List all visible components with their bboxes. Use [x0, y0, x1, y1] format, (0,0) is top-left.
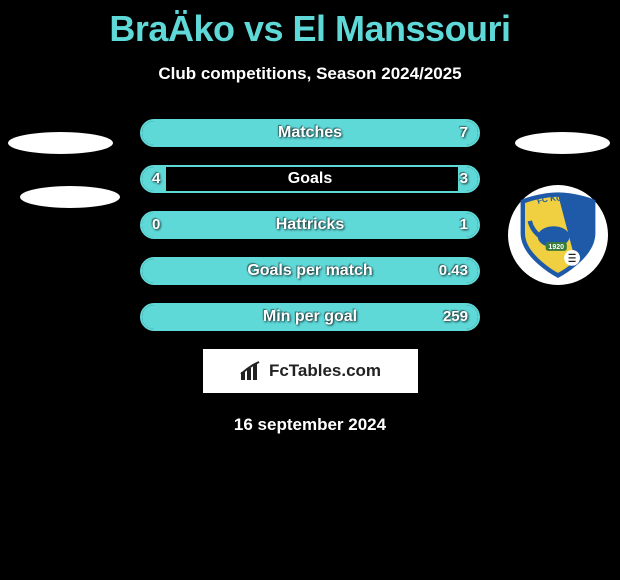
stat-value-right: 259: [443, 305, 468, 329]
date-text: 16 september 2024: [0, 415, 620, 435]
stat-label: Min per goal: [142, 305, 478, 329]
stat-label: Matches: [142, 121, 478, 145]
club-badge: 1920 FC KOPER: [508, 185, 608, 285]
stat-row: Matches7: [140, 119, 480, 147]
stat-label: Goals: [142, 167, 478, 191]
player2-silhouette-top: [515, 132, 610, 154]
page-title: BraÄko vs El Manssouri: [0, 0, 620, 50]
subtitle: Club competitions, Season 2024/2025: [0, 64, 620, 84]
stat-row: 4Goals3: [140, 165, 480, 193]
attribution-text: FcTables.com: [269, 361, 381, 381]
player1-silhouette-top: [8, 132, 113, 154]
stat-label: Goals per match: [142, 259, 478, 283]
chart-icon: [239, 360, 265, 382]
player1-silhouette-bottom: [20, 186, 120, 208]
stat-value-right: 7: [460, 121, 468, 145]
club-crest-icon: 1920 FC KOPER: [514, 191, 602, 279]
attribution-logo: FcTables.com: [203, 349, 418, 393]
stat-row: 0Hattricks1: [140, 211, 480, 239]
badge-year: 1920: [548, 244, 564, 251]
stat-value-right: 3: [460, 167, 468, 191]
stat-label: Hattricks: [142, 213, 478, 237]
stat-row: Min per goal259: [140, 303, 480, 331]
stat-value-right: 1: [460, 213, 468, 237]
stats-container: 1920 FC KOPER Matches7 4Goals3 0Hattricks1…: [0, 119, 620, 331]
stat-value-right: 0.43: [439, 259, 468, 283]
stat-row: Goals per match0.43: [140, 257, 480, 285]
stats-table: Matches7 4Goals3 0Hattricks1 Goals per matc…: [140, 119, 480, 331]
